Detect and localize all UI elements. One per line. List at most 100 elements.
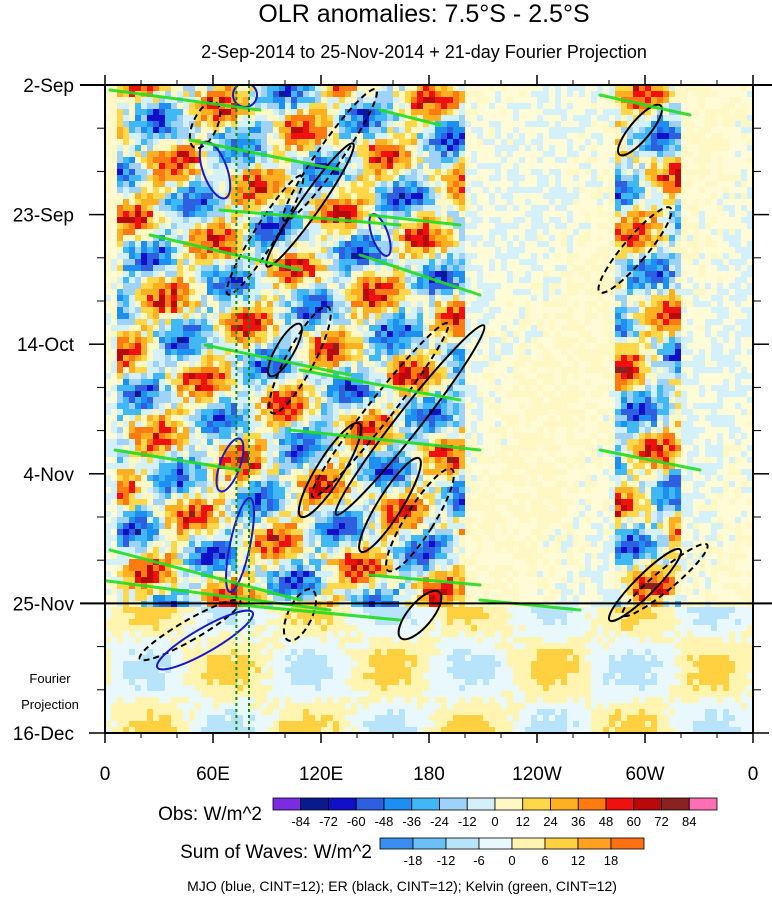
colorbar-swatch xyxy=(688,797,718,811)
kelvin-contour xyxy=(203,343,352,377)
colorbar-level-label: -12 xyxy=(458,814,477,829)
colorbar-level-label: 12 xyxy=(571,853,585,868)
obs-colorbar-label: Obs: W/m^2 xyxy=(158,804,262,825)
colorbar-level-label: 6 xyxy=(541,853,548,868)
colorbar-swatch xyxy=(661,797,690,811)
kelvin-contour xyxy=(368,573,482,587)
kelvin-contour xyxy=(113,448,242,472)
kelvin-contour xyxy=(148,233,302,272)
wave-contour xyxy=(138,598,242,662)
wave-contour xyxy=(621,542,709,618)
wave-contour xyxy=(597,206,673,294)
colorbar-swatch xyxy=(355,797,385,811)
colorbar-swatch xyxy=(511,837,546,850)
wave-contour xyxy=(607,547,683,623)
wave-contour xyxy=(155,609,255,671)
x-tick-label: 180 xyxy=(413,764,445,785)
chart-title: OLR anomalies: 7.5°S - 2.5°S xyxy=(258,0,589,28)
colorbar-swatch xyxy=(439,797,468,811)
contour-legend-note: MJO (blue, CINT=12); ER (black, CINT=12)… xyxy=(187,878,617,894)
olr-heatmap xyxy=(105,85,753,733)
projection-label-line2: Projection xyxy=(21,697,79,712)
colorbar-level-label: -84 xyxy=(291,814,310,829)
colorbar-swatch xyxy=(544,837,579,850)
kelvin-contour xyxy=(105,579,332,612)
x-tick-label: 120E xyxy=(299,764,343,785)
wave-contours xyxy=(105,85,709,733)
colorbar-swatch xyxy=(550,797,579,811)
kelvin-contour xyxy=(188,138,342,172)
colorbar-swatch xyxy=(300,797,329,811)
colorbar-swatch xyxy=(522,797,551,811)
waves-colorbar: -18 -12 -6 0 6 12 18 xyxy=(379,837,645,868)
colorbar-level-label: 24 xyxy=(543,814,557,829)
kelvin-contour xyxy=(368,213,462,227)
y-tick-label: 14-Oct xyxy=(17,335,75,356)
colorbar-level-label: -12 xyxy=(437,853,456,868)
wave-contour xyxy=(282,88,378,222)
x-tick-label: 60E xyxy=(196,764,230,785)
colorbar-level-label: -24 xyxy=(430,814,449,829)
colorbar-level-label: -60 xyxy=(347,814,366,829)
colorbar-swatch xyxy=(577,837,612,850)
colorbar-level-label: 36 xyxy=(571,814,585,829)
waves-colorbar-label: Sum of Waves: W/m^2 xyxy=(180,842,372,863)
colorbar-swatch xyxy=(466,797,496,811)
colorbar-level-label: 72 xyxy=(654,814,668,829)
wave-contour xyxy=(397,589,443,641)
colorbar-level-label: -48 xyxy=(375,814,394,829)
kelvin-contour xyxy=(478,598,582,612)
y-tick-label: 2-Sep xyxy=(23,76,74,97)
wave-contour xyxy=(310,322,450,498)
obs-colorbar: -84 -72 -60 -48 -36 -24 -12 0 12 24 36 48 60 72 84 xyxy=(272,797,718,829)
colorbar-swatch xyxy=(577,797,607,811)
colorbar-level-label: 0 xyxy=(491,814,498,829)
kelvin-contour xyxy=(298,368,462,402)
plot-area xyxy=(105,85,753,733)
wave-contour xyxy=(358,456,422,554)
colorbar-level-label: 48 xyxy=(599,814,613,829)
wave-contour xyxy=(297,421,363,519)
kelvin-contour xyxy=(108,548,302,602)
kelvin-contour xyxy=(238,603,402,622)
colorbar-swatch xyxy=(605,797,635,811)
colorbar-level-label: 12 xyxy=(516,814,530,829)
wave-contour xyxy=(267,322,303,378)
y-tick-label: 16-Dec xyxy=(13,724,74,745)
colorbar-level-label: 18 xyxy=(604,853,618,868)
wave-contour xyxy=(188,100,222,150)
colorbar-swatch xyxy=(610,837,645,850)
colorbar-level-label: -36 xyxy=(402,814,421,829)
axes: 0 60E 120E 180 120W 60W 0 2-Sep 23-Sep 14-Oct 4-No… xyxy=(13,75,772,785)
colorbar-swatch xyxy=(445,837,480,850)
kelvin-contour xyxy=(598,93,692,117)
wave-contour xyxy=(617,103,663,157)
kelvin-contour xyxy=(108,88,262,112)
wave-contour xyxy=(334,324,486,516)
colorbar-swatch xyxy=(633,797,662,811)
colorbar-level-label: -72 xyxy=(319,814,338,829)
y-tick-label: 25-Nov xyxy=(13,594,75,615)
projection-label-line1: Fourier xyxy=(29,671,71,686)
colorbar-level-label: 84 xyxy=(682,814,696,829)
chart-subtitle: 2-Sep-2014 to 25-Nov-2014 + 21-day Fouri… xyxy=(201,42,647,62)
x-tick-label: 60W xyxy=(625,764,664,785)
colorbar-swatch xyxy=(411,797,440,811)
x-tick-label: 0 xyxy=(100,764,111,785)
y-tick-label: 4-Nov xyxy=(23,465,74,486)
kelvin-contour xyxy=(378,108,442,127)
kelvin-contour xyxy=(598,448,702,472)
colorbar-swatch xyxy=(379,837,414,850)
kelvin-contour xyxy=(288,428,482,452)
colorbar-swatch xyxy=(383,797,413,811)
x-tick-label: 0 xyxy=(748,764,759,785)
wave-contour xyxy=(385,467,455,573)
colorbar-swatch xyxy=(494,797,524,811)
x-tick-label: 120W xyxy=(512,764,562,785)
colorbar-level-label: 0 xyxy=(508,853,515,868)
y-tick-label: 23-Sep xyxy=(13,206,74,227)
colorbar-level-label: 60 xyxy=(627,814,641,829)
colorbar-level-label: -18 xyxy=(404,853,423,868)
colorbar-swatch xyxy=(478,837,513,850)
